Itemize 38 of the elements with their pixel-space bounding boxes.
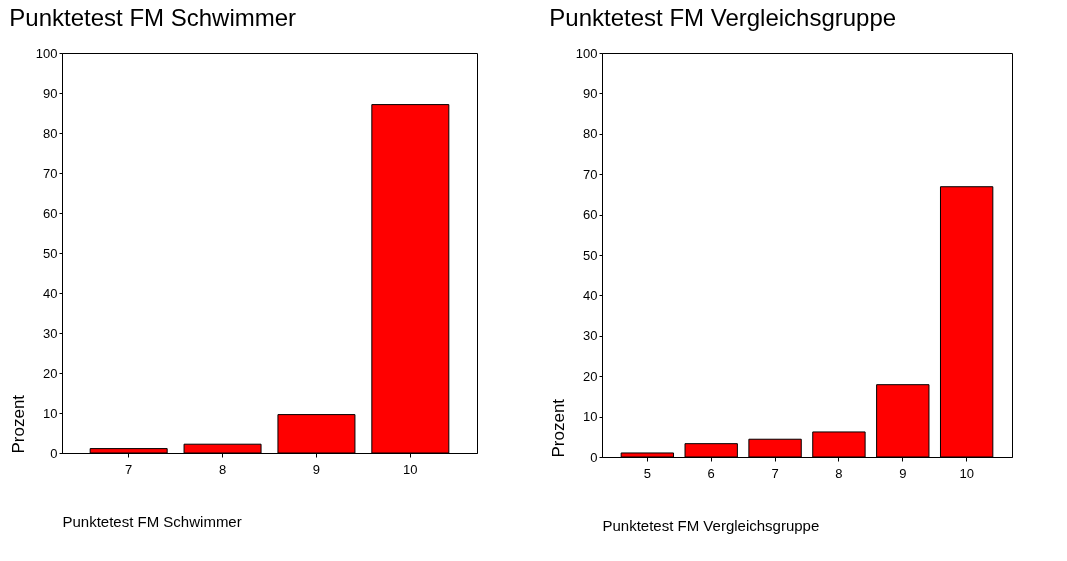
y-tick-label: 30 [583,328,598,344]
y-tick-label: 40 [43,285,58,301]
y-tick-label: 90 [583,85,598,101]
y-tick-label: 70 [583,166,598,182]
y-tick-label: 30 [43,325,58,341]
x-axis-title: Punktetest FM Schwimmer [62,512,242,530]
y-tick-label: 50 [43,245,58,261]
chart-title: Punktetest FM Schwimmer [9,4,297,31]
x-tick-label: 10 [959,465,974,481]
x-tick-label: 7 [125,461,133,477]
x-tick-label: 7 [771,465,779,481]
y-tick-label: 20 [43,365,58,381]
y-tick-label: 50 [583,247,598,263]
y-tick-label: 0 [50,445,58,461]
y-tick-label: 90 [43,85,58,101]
x-tick-label: 5 [643,465,651,481]
x-tick-label: 10 [403,461,418,477]
chart-title: Punktetest FM Vergleichsgruppe [549,4,897,31]
x-tick-label: 8 [218,461,227,477]
y-tick-label: 60 [583,207,598,223]
x-tick-label: 9 [312,461,321,477]
y-tick-label: 100 [575,45,598,61]
y-tick-label: 60 [43,205,58,221]
y-axis-title: Prozent [548,398,568,458]
y-tick-label: 10 [43,405,58,421]
x-tick-label: 8 [835,465,843,481]
y-tick-label: 40 [583,287,598,303]
y-tick-label: 10 [583,409,598,425]
x-tick-label: 6 [707,465,715,481]
y-tick-label: 20 [583,368,598,384]
y-tick-label: 80 [583,126,598,142]
x-axis-title: Punktetest FM Vergleichsgruppe [602,516,820,534]
y-tick-label: 100 [35,45,58,61]
y-tick-label: 0 [590,449,598,465]
y-tick-label: 80 [43,125,58,141]
y-tick-label: 70 [43,165,58,181]
x-tick-label: 9 [899,465,907,481]
y-axis-title: Prozent [8,394,28,454]
